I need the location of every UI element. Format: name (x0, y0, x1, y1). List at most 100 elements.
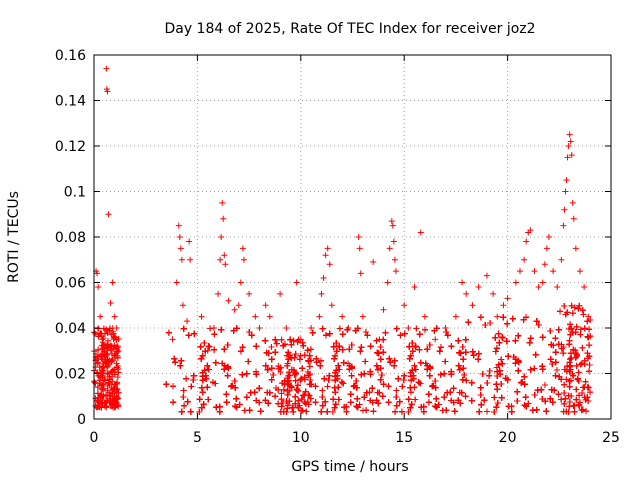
dense-point (229, 382, 236, 389)
dense-point (113, 386, 120, 393)
dense-point (313, 359, 320, 366)
dense-point (405, 396, 412, 403)
dense-point (286, 398, 293, 405)
dense-point (295, 397, 302, 404)
dense-point (292, 393, 299, 400)
dense-point (443, 407, 450, 414)
dense-point (100, 381, 107, 388)
dense-point (278, 336, 285, 343)
dense-point (198, 355, 205, 362)
dense-point (236, 401, 243, 408)
dense-point (280, 408, 287, 415)
dense-point (264, 389, 271, 396)
dense-point (377, 344, 384, 351)
dense-point (265, 400, 272, 407)
dense-point (172, 359, 179, 366)
dense-point (396, 398, 403, 405)
dense-point (94, 360, 101, 367)
dense-point (198, 384, 205, 391)
dense-point (278, 403, 285, 410)
dense-point (459, 344, 466, 351)
dense-point (350, 383, 357, 390)
dense-point (321, 375, 328, 382)
dense-point (270, 372, 277, 379)
dense-point (239, 344, 246, 351)
dense-point (442, 358, 449, 365)
dense-point (171, 355, 178, 362)
dense-point (462, 349, 469, 356)
dense-point (223, 391, 230, 398)
dense-point (233, 404, 240, 411)
dense-point (109, 351, 116, 358)
dense-point (211, 331, 218, 338)
dense-point (110, 331, 117, 338)
dense-point (412, 396, 419, 403)
dense-point (200, 401, 207, 408)
dense-point (112, 381, 119, 388)
dense-point (367, 343, 374, 350)
dense-point (272, 393, 279, 400)
dense-point (304, 347, 311, 354)
dense-point (99, 356, 106, 363)
dense-point (106, 392, 113, 399)
dense-point (245, 358, 252, 365)
dense-point (253, 371, 260, 378)
dense-point (178, 408, 185, 415)
dense-point (317, 362, 324, 369)
dense-point (115, 335, 122, 342)
dense-point (336, 366, 343, 373)
dense-point (295, 403, 302, 410)
dense-point (196, 396, 203, 403)
dense-point (223, 399, 230, 406)
dense-point (406, 343, 413, 350)
dense-point (412, 366, 419, 373)
dense-point (221, 346, 228, 353)
dense-point (94, 325, 101, 332)
dense-point (102, 357, 109, 364)
dense-point (212, 359, 219, 366)
dense-point (361, 370, 368, 377)
dense-point (362, 328, 369, 335)
dense-point (272, 336, 279, 343)
dense-point (332, 401, 339, 408)
dense-point (114, 354, 121, 361)
dense-point (213, 404, 220, 411)
dense-point (370, 408, 377, 415)
dense-point (188, 383, 195, 390)
dense-point (391, 357, 398, 364)
dense-point (203, 375, 210, 382)
dense-point (393, 402, 400, 409)
dense-point (306, 363, 313, 370)
dense-point (312, 399, 319, 406)
dense-point (98, 392, 105, 399)
dense-point (191, 330, 198, 337)
dense-point (104, 387, 111, 394)
dense-point (307, 346, 314, 353)
dense-point (177, 362, 184, 369)
dense-point (433, 395, 440, 402)
dense-point (105, 380, 112, 387)
dense-point (393, 394, 400, 401)
dense-point (100, 325, 107, 332)
dense-point (407, 384, 414, 391)
dense-point (231, 377, 238, 384)
dense-point (391, 362, 398, 369)
dense-point (102, 399, 109, 406)
dense-point (426, 372, 433, 379)
dense-point (444, 389, 451, 396)
dense-point (358, 344, 365, 351)
dense-point (273, 340, 280, 347)
dense-point (451, 408, 458, 415)
dense-point (201, 367, 208, 374)
dense-point (170, 399, 177, 406)
dense-point (336, 325, 343, 332)
dense-point (99, 386, 106, 393)
dense-point (450, 385, 457, 392)
dense-point (301, 352, 308, 359)
dense-point (395, 375, 402, 382)
dense-point (221, 362, 228, 369)
dense-point (180, 325, 187, 332)
dense-point (268, 356, 275, 363)
dense-point (199, 373, 206, 380)
dense-point (91, 379, 98, 386)
